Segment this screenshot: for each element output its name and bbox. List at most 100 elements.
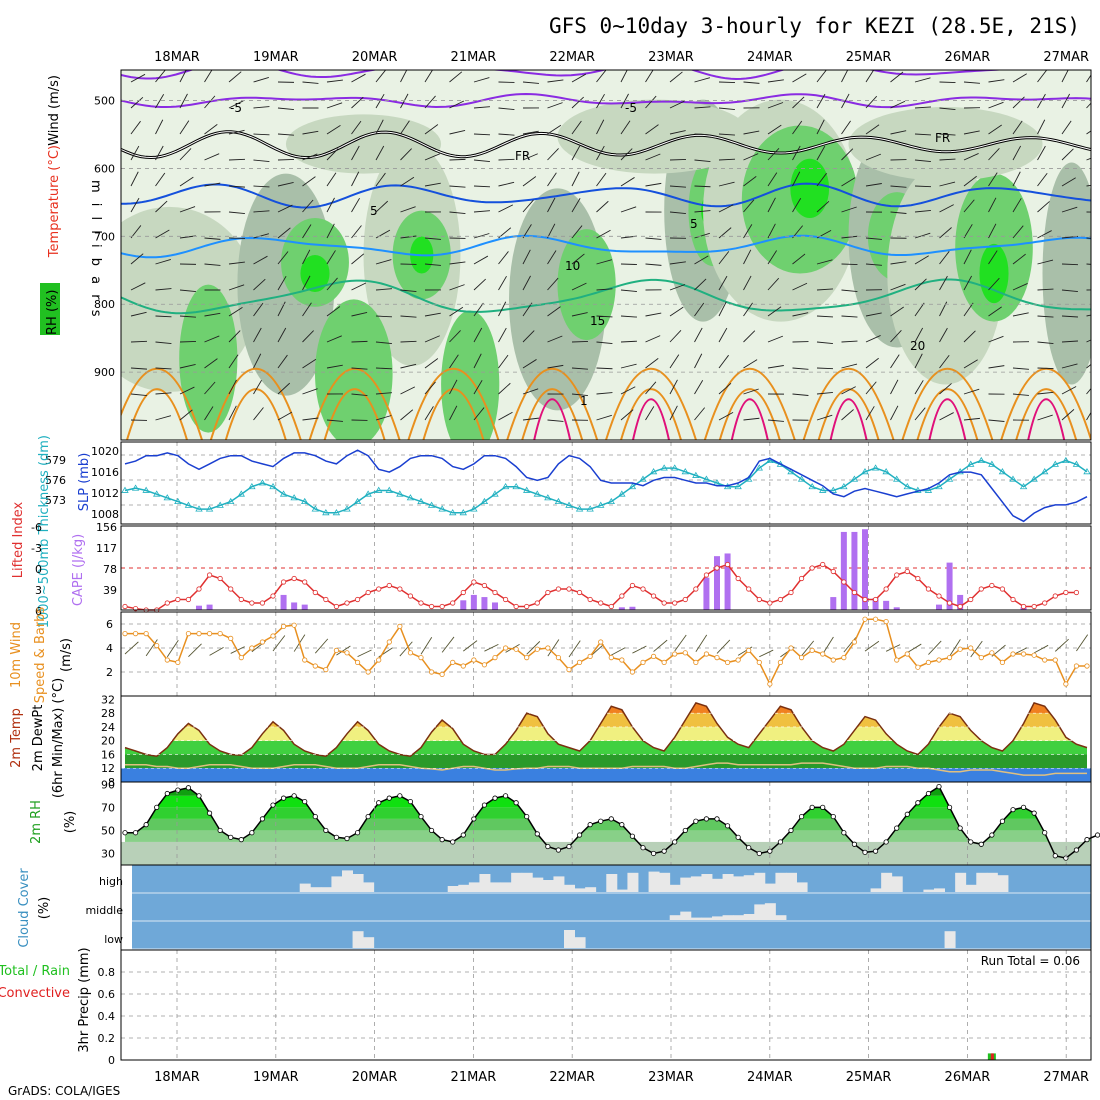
wind-barb [326,102,343,109]
cape-bar [957,594,964,610]
rh-line-marker [1094,832,1100,838]
lifted-index-line-marker [915,575,921,582]
wind-barb [743,249,752,265]
isotherm-minus5-top [121,70,1008,81]
wind-barb [302,81,319,84]
wind-barb [1061,148,1074,161]
isotherm-20-inner [1015,388,1078,440]
rh-line-marker [883,839,889,845]
wind-barb [130,145,140,161]
wind-barb [424,153,440,161]
wind-barb [351,73,366,83]
thickness-line-marker [850,475,859,482]
cape-bar [883,600,890,610]
wind-speed-line-marker [132,630,139,637]
wind-label: Wind (m/s) [47,75,62,146]
date-label-bottom: 21MAR [451,1070,497,1085]
lifted-index-line-marker [587,596,593,603]
wind-barb [718,412,734,421]
wind-barb [277,275,287,291]
wind-barb [277,227,291,239]
wind-barb [816,93,826,109]
wind-barb [351,393,368,396]
wind-barb [571,145,581,161]
wind-speed-line-marker [122,630,128,637]
lifted-index-line-marker [576,589,583,596]
wind-barb [155,315,172,318]
wind-barb [718,204,734,213]
thickness-line-marker [480,497,489,505]
wind-barb [473,302,484,317]
rh-line-marker [608,816,614,822]
wind-barb [302,417,319,421]
wind-barb [939,383,952,395]
wind-barb [620,386,636,395]
wind-barb [669,284,686,291]
cape-bar [460,600,467,610]
wind-barb [449,405,458,421]
cloud-bar-high [976,872,988,892]
isotherm-15 [121,278,1091,315]
wind-barb [988,197,997,213]
wind-barb [130,73,146,83]
wind-barb [302,275,311,291]
lifted-index-line-marker [249,600,255,606]
cloud-bar-high [574,888,586,892]
surface-wind-barb [611,647,626,656]
wind-barb [767,172,778,187]
rh-line-marker [154,804,160,810]
rh-line-marker [693,818,699,824]
rh-line-marker [735,834,741,840]
rh-line-marker [576,832,583,838]
thickness-line-marker [871,464,880,471]
wind-barb [179,120,190,135]
lifted-index-line-marker [524,603,530,610]
wind-barb [767,223,776,239]
isotherm-25 [928,398,967,440]
rh-line-marker [1084,837,1090,843]
date-label-top: 22MAR [549,50,595,65]
wind-speed-line-marker [925,659,932,666]
wind-barb [890,405,899,421]
rh-line-marker [820,804,826,810]
wind-barb [694,353,703,369]
wind-barb [547,172,557,187]
wind-speed-line-marker [883,618,889,625]
lifted-index-line-marker [386,582,392,589]
wind-barb [155,145,164,161]
thickness-line-marker [935,482,943,490]
thickness-line-marker [924,486,933,493]
rh-line-marker [1073,847,1080,853]
wind-barb [571,120,582,135]
rh-line-marker [566,843,572,850]
rh-line-marker [397,793,403,799]
wind-barb [1061,93,1071,109]
thickness-line-marker [797,475,806,482]
cloud-bar-high [490,882,501,892]
wind-barb [743,275,752,291]
cape-bar [840,531,847,610]
rh-line-marker [450,839,456,845]
wind-speed-line-marker [841,654,847,661]
wind-barb [694,407,706,421]
wind-barb [449,71,463,83]
surface-wind-barb [759,649,774,658]
rh-shading [285,114,442,174]
date-label-bottom: 18MAR [154,1070,200,1085]
surface-wind-barb [399,641,413,657]
wind-barb [865,263,882,266]
wind-barb [449,284,465,291]
thickness-line-marker [1062,456,1070,464]
isotherm-20 [209,367,302,440]
wind-speed-line-marker [280,623,287,630]
lifted-index-line-marker [439,603,445,610]
cloud-bar-high [997,875,1009,892]
cloud-bar-high [955,872,967,892]
wind-barb [547,250,557,265]
wind-barb [130,367,147,370]
wind-barb [1037,391,1054,395]
surface-wind-barb [949,639,961,657]
wind-barb [498,204,514,213]
wind-barb [547,102,563,109]
cape-bar [470,594,477,610]
